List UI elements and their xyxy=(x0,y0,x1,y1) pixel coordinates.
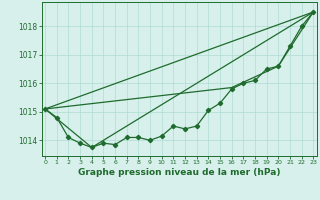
X-axis label: Graphe pression niveau de la mer (hPa): Graphe pression niveau de la mer (hPa) xyxy=(78,168,280,177)
